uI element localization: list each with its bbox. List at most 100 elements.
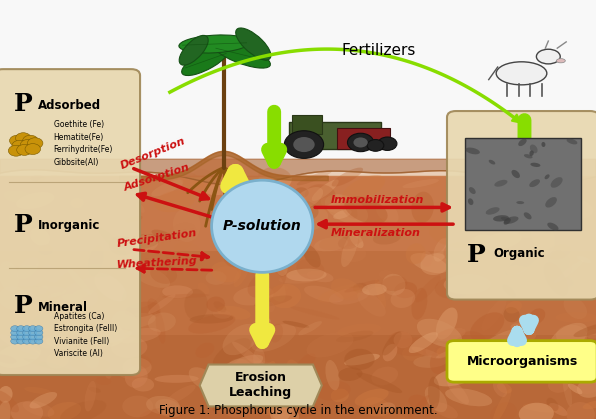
Ellipse shape — [468, 198, 473, 205]
Text: Adsorbed: Adsorbed — [38, 99, 101, 112]
Ellipse shape — [231, 223, 251, 241]
Ellipse shape — [523, 403, 563, 413]
Ellipse shape — [491, 186, 518, 205]
Ellipse shape — [434, 402, 458, 419]
Ellipse shape — [0, 335, 41, 356]
Ellipse shape — [213, 266, 240, 285]
Ellipse shape — [501, 217, 510, 221]
Ellipse shape — [318, 284, 364, 303]
Ellipse shape — [516, 201, 524, 204]
Ellipse shape — [117, 372, 145, 382]
Ellipse shape — [375, 279, 386, 308]
Ellipse shape — [17, 257, 39, 279]
Ellipse shape — [344, 280, 379, 292]
Ellipse shape — [117, 328, 161, 344]
Ellipse shape — [577, 256, 591, 263]
Ellipse shape — [504, 225, 521, 234]
Ellipse shape — [188, 314, 235, 334]
Ellipse shape — [67, 267, 91, 295]
Ellipse shape — [221, 224, 232, 237]
Ellipse shape — [420, 253, 449, 275]
Ellipse shape — [436, 348, 462, 358]
Ellipse shape — [61, 277, 102, 300]
Bar — [465, 138, 581, 230]
Ellipse shape — [529, 308, 545, 325]
Text: P: P — [467, 243, 485, 267]
Ellipse shape — [428, 377, 440, 409]
Ellipse shape — [481, 211, 493, 223]
Ellipse shape — [420, 223, 446, 253]
Circle shape — [35, 338, 43, 344]
Ellipse shape — [222, 324, 259, 355]
Ellipse shape — [504, 216, 519, 224]
Ellipse shape — [0, 386, 13, 403]
Ellipse shape — [8, 265, 44, 287]
Ellipse shape — [62, 291, 83, 306]
Ellipse shape — [132, 355, 151, 369]
Ellipse shape — [325, 360, 340, 390]
Ellipse shape — [338, 367, 362, 381]
Ellipse shape — [443, 242, 475, 264]
Circle shape — [23, 334, 31, 340]
Text: Inorganic: Inorganic — [38, 218, 100, 232]
Ellipse shape — [30, 175, 45, 182]
Ellipse shape — [211, 261, 241, 282]
Ellipse shape — [356, 372, 402, 393]
Ellipse shape — [548, 323, 588, 354]
Circle shape — [17, 338, 25, 344]
Ellipse shape — [147, 298, 160, 316]
Ellipse shape — [60, 400, 107, 419]
Ellipse shape — [389, 331, 412, 347]
Ellipse shape — [136, 203, 145, 213]
Ellipse shape — [173, 208, 200, 242]
Circle shape — [11, 334, 19, 340]
Ellipse shape — [296, 259, 324, 279]
Ellipse shape — [314, 237, 348, 251]
Ellipse shape — [33, 313, 64, 329]
Ellipse shape — [132, 378, 154, 391]
Ellipse shape — [537, 220, 558, 233]
Ellipse shape — [98, 228, 126, 256]
Ellipse shape — [206, 297, 225, 312]
Ellipse shape — [254, 286, 288, 298]
Ellipse shape — [495, 346, 517, 371]
Ellipse shape — [189, 367, 218, 391]
Ellipse shape — [286, 269, 327, 282]
Ellipse shape — [39, 266, 72, 286]
Ellipse shape — [319, 229, 369, 250]
Ellipse shape — [411, 191, 434, 223]
FancyBboxPatch shape — [0, 69, 140, 375]
Ellipse shape — [235, 295, 247, 302]
Ellipse shape — [488, 180, 511, 199]
Ellipse shape — [566, 402, 595, 419]
Ellipse shape — [216, 355, 263, 378]
Ellipse shape — [125, 365, 148, 388]
Ellipse shape — [568, 253, 578, 277]
Ellipse shape — [380, 409, 411, 419]
Ellipse shape — [493, 380, 507, 397]
Ellipse shape — [85, 381, 96, 411]
Circle shape — [23, 326, 31, 331]
Ellipse shape — [408, 221, 429, 230]
Text: Goethite (Fe)
Hematite(Fe)
Ferrihydrite(Fe)
Gibbsite(Al): Goethite (Fe) Hematite(Fe) Ferrihydrite(… — [54, 120, 113, 167]
Ellipse shape — [88, 387, 101, 393]
Ellipse shape — [436, 345, 467, 359]
Ellipse shape — [148, 294, 176, 314]
Ellipse shape — [547, 398, 558, 411]
Ellipse shape — [545, 174, 550, 179]
Ellipse shape — [514, 222, 543, 237]
Ellipse shape — [465, 147, 480, 154]
Text: Fertilizers: Fertilizers — [342, 43, 415, 58]
Ellipse shape — [573, 376, 596, 394]
Ellipse shape — [206, 181, 241, 195]
Ellipse shape — [162, 294, 210, 298]
Ellipse shape — [583, 401, 596, 409]
Ellipse shape — [555, 312, 596, 323]
Ellipse shape — [562, 371, 572, 406]
Ellipse shape — [494, 180, 508, 187]
Ellipse shape — [479, 330, 517, 352]
Ellipse shape — [382, 331, 402, 355]
Ellipse shape — [46, 352, 69, 369]
Ellipse shape — [393, 337, 438, 356]
Ellipse shape — [30, 392, 57, 409]
